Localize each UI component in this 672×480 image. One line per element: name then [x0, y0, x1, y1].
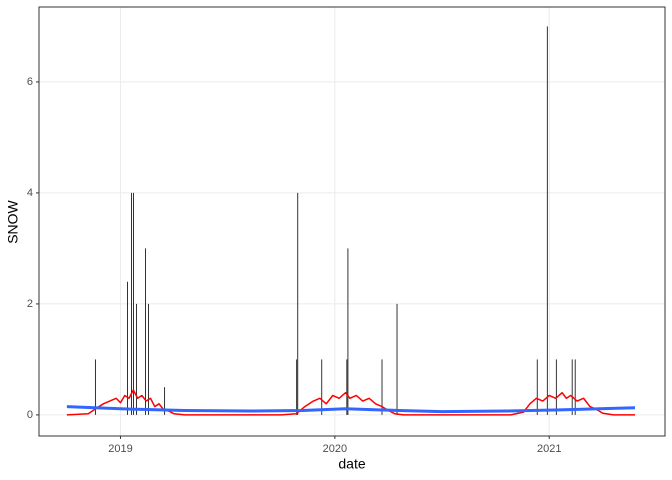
x-tick-label: 2019 — [108, 443, 132, 455]
smooth-line — [66, 405, 636, 414]
y-axis-title: SNOW — [5, 199, 21, 243]
panel-border — [38, 6, 666, 437]
y-tick-label: 2 — [27, 298, 33, 310]
x-axis-title: date — [338, 456, 365, 472]
x-tick-label: 2021 — [537, 443, 561, 455]
moving-average-line — [66, 389, 635, 416]
y-tick-label: 4 — [27, 187, 33, 199]
y-tick-label: 6 — [27, 76, 33, 88]
y-tick-label: 0 — [27, 409, 33, 421]
x-tick-label: 2020 — [323, 443, 347, 455]
